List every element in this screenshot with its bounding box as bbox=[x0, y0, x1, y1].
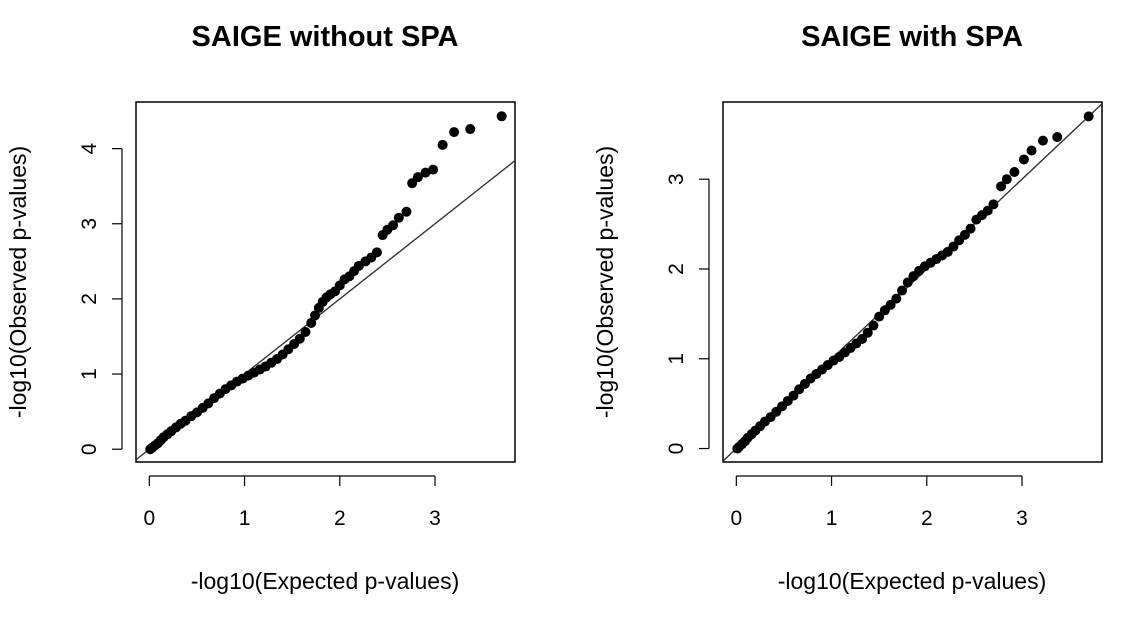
data-point bbox=[420, 167, 431, 178]
chart-title: SAIGE without SPA bbox=[192, 21, 459, 53]
data-point bbox=[965, 223, 976, 234]
data-point bbox=[1001, 174, 1012, 185]
y-tick-label: 1 bbox=[665, 353, 688, 365]
x-tick-label: 0 bbox=[730, 507, 742, 530]
data-point bbox=[1037, 135, 1048, 146]
data-point bbox=[1009, 167, 1020, 178]
axis-ticks: 0 1 2 3 0 1 2 3 4 bbox=[78, 142, 441, 530]
data-point bbox=[388, 220, 399, 231]
reference-line-group bbox=[723, 102, 1102, 462]
y-tick-label: 4 bbox=[78, 142, 101, 154]
data-point bbox=[862, 327, 873, 338]
data-point bbox=[393, 212, 404, 223]
data-point bbox=[496, 111, 507, 122]
reference-line-group bbox=[136, 159, 515, 461]
chart-title: SAIGE with SPA bbox=[801, 21, 1023, 53]
data-point bbox=[300, 326, 311, 337]
y-axis-label: -log10(Observed p-values) bbox=[592, 146, 618, 418]
x-tick-label: 2 bbox=[334, 507, 346, 530]
data-point bbox=[1026, 145, 1037, 156]
data-point bbox=[310, 310, 321, 321]
x-tick-label: 3 bbox=[429, 507, 441, 530]
y-tick-label: 3 bbox=[665, 173, 688, 185]
panel-saige-with-spa: SAIGE with SPA 0 1 2 3 0 1 2 3 -log10(Expected … bbox=[592, 21, 1103, 594]
data-point bbox=[988, 199, 999, 210]
data-point bbox=[1018, 154, 1029, 165]
x-tick-label: 2 bbox=[921, 507, 933, 530]
x-axis-label: -log10(Expected p-values) bbox=[778, 568, 1046, 594]
data-point bbox=[996, 181, 1007, 192]
data-point bbox=[428, 164, 439, 175]
data-point bbox=[371, 247, 382, 258]
axis-ticks: 0 1 2 3 0 1 2 3 bbox=[665, 173, 1028, 530]
y-tick-label: 3 bbox=[78, 218, 101, 230]
reference-line bbox=[136, 159, 515, 461]
data-point bbox=[412, 172, 423, 183]
data-point bbox=[897, 285, 908, 296]
data-point bbox=[1083, 111, 1094, 122]
data-point bbox=[868, 320, 879, 331]
data-point bbox=[891, 293, 902, 304]
data-point bbox=[294, 333, 305, 344]
x-tick-label: 1 bbox=[826, 507, 838, 530]
y-tick-label: 0 bbox=[665, 443, 688, 455]
data-points bbox=[732, 111, 1094, 454]
data-point bbox=[465, 124, 476, 135]
y-tick-label: 2 bbox=[665, 263, 688, 275]
panel-saige-without-spa: SAIGE without SPA 0 1 2 3 0 1 2 3 4 -log10(Expec… bbox=[5, 21, 516, 594]
data-point bbox=[449, 127, 460, 138]
plot-frame bbox=[722, 101, 1103, 463]
y-axis-label: -log10(Observed p-values) bbox=[5, 146, 31, 418]
reference-line bbox=[723, 102, 1102, 462]
data-point bbox=[1052, 132, 1063, 143]
data-points bbox=[145, 111, 507, 455]
data-point bbox=[437, 139, 448, 150]
x-tick-label: 0 bbox=[143, 507, 155, 530]
data-point bbox=[401, 206, 412, 217]
plot-frame bbox=[135, 101, 516, 463]
x-tick-label: 3 bbox=[1016, 507, 1028, 530]
y-tick-label: 0 bbox=[78, 443, 101, 455]
data-point bbox=[306, 317, 317, 328]
y-tick-label: 2 bbox=[78, 293, 101, 305]
x-tick-label: 1 bbox=[239, 507, 251, 530]
y-tick-label: 1 bbox=[78, 368, 101, 380]
x-axis-label: -log10(Expected p-values) bbox=[191, 568, 459, 594]
